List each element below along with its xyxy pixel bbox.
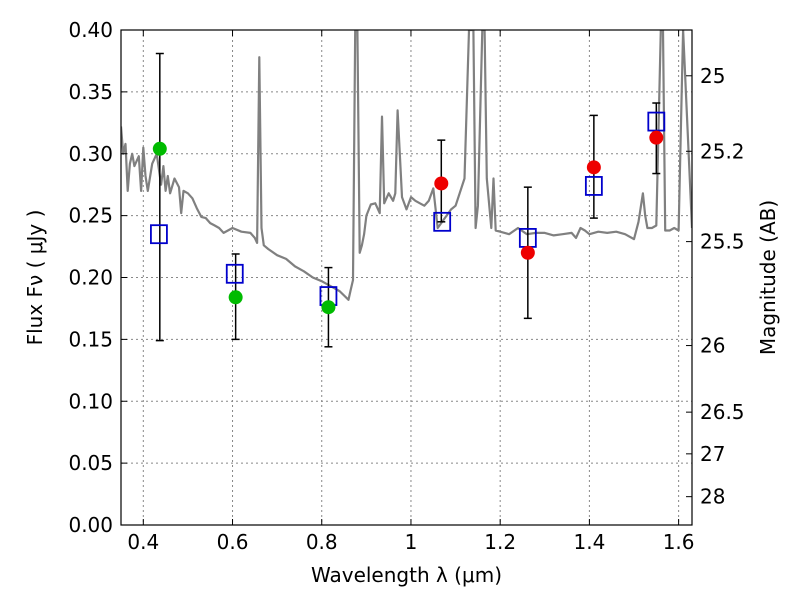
y-tick-label: 0.00 [68, 513, 113, 537]
model-band-square [584, 176, 603, 196]
y-tick-label: 0.30 [68, 142, 113, 166]
model-band-square [225, 263, 244, 284]
x-tick-label: 0.6 [217, 530, 249, 554]
plot-area [121, 30, 692, 348]
magnitude-tick-label: 25 [700, 64, 725, 88]
y-tick-label: 0.35 [68, 80, 113, 104]
observed-flux-point [520, 245, 535, 260]
y-tick-label: 0.25 [68, 204, 113, 228]
y-tick-label: 0.10 [68, 389, 113, 413]
model-band-square [433, 211, 452, 232]
observed-flux-point [321, 300, 336, 315]
y-tick-label: 0.40 [68, 18, 113, 42]
x-tick-label: 1.4 [573, 530, 605, 554]
y-tick-label: 0.05 [68, 451, 113, 475]
x-tick-label: 0.4 [127, 530, 159, 554]
tick-layer: 0.4 0.6 0.8 1 1.2 1.4 1.6 0.00 0.05 0.10 0.15 0.20 0… [68, 18, 744, 554]
observed-flux-point [228, 290, 243, 305]
model-band-square [647, 111, 666, 132]
x-tick-label: 1.6 [663, 530, 695, 554]
magnitude-tick-label: 28 [700, 485, 725, 509]
model-spectrum-line [121, 30, 692, 301]
x-tick-label: 1.2 [484, 530, 516, 554]
model-band-square [150, 224, 168, 245]
magnitude-tick-label: 25.5 [700, 230, 745, 254]
observed-flux-point [586, 160, 601, 175]
magnitude-tick-label: 26 [700, 334, 725, 358]
observed-flux-point [152, 141, 167, 156]
magnitude-tick-label: 27 [700, 442, 725, 466]
data-layer [121, 30, 692, 348]
x-axis-title: Wavelength λ (μm) [311, 563, 502, 587]
magnitude-axis-title: Magnitude (AB) [756, 200, 780, 355]
y-tick-label: 0.20 [68, 266, 113, 290]
y-tick-label: 0.15 [68, 327, 113, 351]
observed-flux-point [649, 130, 664, 145]
x-tick-label: 1 [405, 530, 418, 554]
y-axis-title: Flux Fν ( μJy ) [23, 210, 47, 346]
x-tick-label: 0.8 [306, 530, 338, 554]
observed-flux-point [434, 176, 449, 191]
grid-layer [121, 30, 692, 525]
magnitude-tick-label: 26.5 [700, 400, 745, 424]
magnitude-tick-label: 25.2 [700, 139, 745, 163]
